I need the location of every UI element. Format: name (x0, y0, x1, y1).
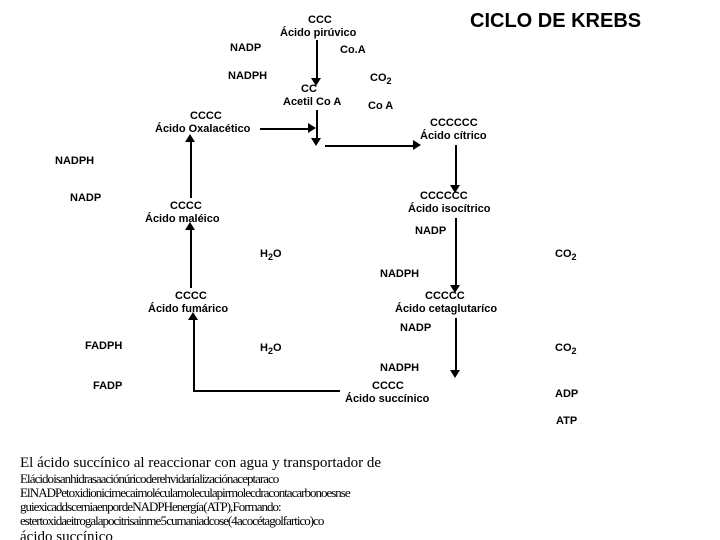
succinico: Ácido succínico (345, 393, 429, 405)
bt-g1: El ácido isanhidrasaaciónúrico de rehvid… (20, 472, 700, 486)
coa-top: Co.A (340, 44, 366, 56)
adp: ADP (555, 388, 578, 400)
bt-g2: El NADPetoxidionicimecaimoléculamolecula… (20, 486, 700, 500)
co2-iso: CO2 (555, 248, 577, 263)
arrowhead-maleico-oxal (185, 134, 195, 142)
coa-right: Co A (368, 100, 393, 112)
arrowhead-suc-fum (188, 312, 198, 320)
fumarico-c: CCCC (175, 290, 207, 302)
arrowhead-oxal (308, 123, 316, 133)
fadph: FADPH (85, 340, 122, 352)
nadp-cet: NADP (400, 322, 431, 334)
nadp-left: NADP (70, 192, 101, 204)
bottom-text: El ácido succínico al reaccionar con agu… (20, 455, 700, 540)
isocitrico-c: CCCCCC (420, 190, 468, 202)
oxal-c: CCCC (190, 110, 222, 122)
arrowhead-citrico-iso (450, 185, 460, 193)
cetaglut: Ácido cetaglutaríco (395, 303, 497, 315)
nadph-top: NADPH (228, 70, 267, 82)
arrow-suc-fum-v (193, 318, 195, 392)
arrow-to-citrico (325, 145, 415, 147)
acetil: Acetil Co A (283, 96, 341, 108)
maleico: Ácido maléico (145, 213, 220, 225)
nadph-iso: NADPH (380, 268, 419, 280)
co2-top: CO2 (370, 72, 392, 87)
bt-g4: estertoxidaeitrogalapocitrisainme 5 cuma… (20, 514, 700, 528)
arrowhead-cet-suc (450, 370, 460, 378)
arrow-cet-suc (455, 318, 457, 373)
fadp: FADP (93, 380, 122, 392)
arrow-citrico-iso (455, 145, 457, 187)
citrico-c: CCCCCC (430, 117, 478, 129)
arrow-piruvico-acetil (316, 40, 318, 80)
nadp-iso: NADP (415, 225, 446, 237)
nadph-left: NADPH (55, 155, 94, 167)
piruvico-c: CCC (308, 14, 332, 26)
succinico-c: CCCC (372, 380, 404, 392)
arrow-acetil-down (316, 110, 318, 140)
arrow-suc-fum-h (195, 390, 340, 392)
citrico: Ácido cítrico (420, 130, 487, 142)
arrowhead-citrico (413, 140, 421, 150)
nadph-cet: NADPH (380, 362, 419, 374)
arrow-fum-mal (190, 228, 192, 288)
diagram-title: CICLO DE KREBS (470, 10, 641, 32)
maleico-c: CCCC (170, 200, 202, 212)
h2o-1: H2O (260, 248, 282, 263)
piruvico: Ácido pirúvico (280, 27, 356, 39)
acetil-c: CC (301, 83, 317, 95)
arrowhead-iso-cet (450, 285, 460, 293)
atp: ATP (556, 415, 577, 427)
bt-g3: guiexicaddscerniaenpor de NADPHenergía (… (20, 500, 700, 514)
arrow-maleico-oxal (190, 140, 192, 198)
bt-line1: El ácido succínico al reaccionar con agu… (20, 455, 700, 472)
co2-cet: CO2 (555, 342, 577, 357)
arrow-oxal-in (260, 128, 310, 130)
arrowhead-2 (311, 138, 321, 146)
h2o-2: H2O (260, 342, 282, 357)
oxal: Ácido Oxalacético (155, 123, 250, 135)
arrow-iso-cet (455, 218, 457, 288)
nadp-top: NADP (230, 42, 261, 54)
bt-last: ácido succínico (20, 529, 700, 540)
isocitrico: Ácido isocítrico (408, 203, 491, 215)
arrowhead-fum-mal (185, 222, 195, 230)
